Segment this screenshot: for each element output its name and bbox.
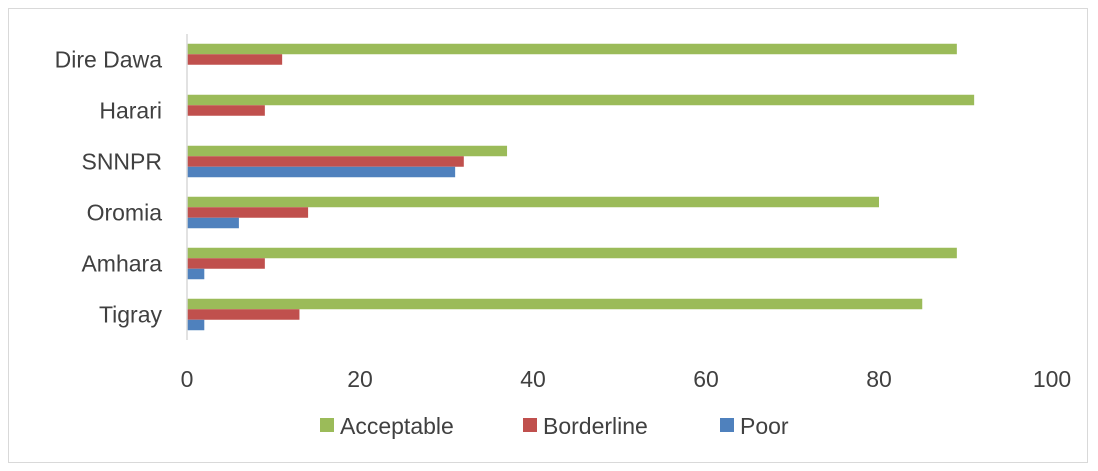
x-tick-labels: 0 20 40 60 80 100 [181,366,1072,392]
category-label-harari: Harari [99,98,162,124]
category-label-tigray: Tigray [99,302,163,328]
x-tick-label-0: 0 [181,366,194,392]
bars-group [187,43,975,331]
legend-label-poor: Poor [740,413,789,439]
bar-harari-acceptable [187,94,975,106]
bar-snnpr-poor [187,166,456,178]
x-tick-label-20: 20 [347,366,373,392]
x-tick-label-40: 40 [520,366,546,392]
bar-oromia-borderline [187,207,309,218]
category-label-amhara: Amhara [81,251,162,277]
legend-label-acceptable: Acceptable [340,413,454,439]
legend-label-borderline: Borderline [543,413,648,439]
category-label-oromia: Oromia [87,200,163,226]
bar-oromia-acceptable [187,196,879,208]
bar-amhara-acceptable [187,247,957,259]
legend: Acceptable Borderline Poor [320,413,789,439]
legend-swatch-acceptable [320,418,334,432]
legend-swatch-borderline [523,418,537,432]
x-tick-label-60: 60 [693,366,719,392]
bar-amhara-borderline [187,258,265,269]
bar-amhara-poor [187,268,205,280]
x-tick-label-80: 80 [866,366,892,392]
bar-snnpr-acceptable [187,145,508,157]
bar-tigray-acceptable [187,298,923,310]
category-label-dire-dawa: Dire Dawa [55,47,163,73]
bar-tigray-poor [187,319,205,331]
legend-swatch-poor [720,418,734,432]
bar-dire-dawa-borderline [187,54,283,65]
category-labels: Tigray Amhara Oromia SNNPR Harari Dire Dawa [55,47,163,328]
bar-oromia-poor [187,217,239,229]
bar-dire-dawa-acceptable [187,43,957,55]
bar-snnpr-borderline [187,156,464,167]
x-tick-label-100: 100 [1033,366,1071,392]
bar-harari-borderline [187,105,265,116]
bar-tigray-borderline [187,309,300,320]
chart-frame [8,8,1088,463]
category-label-snnpr: SNNPR [81,149,162,175]
